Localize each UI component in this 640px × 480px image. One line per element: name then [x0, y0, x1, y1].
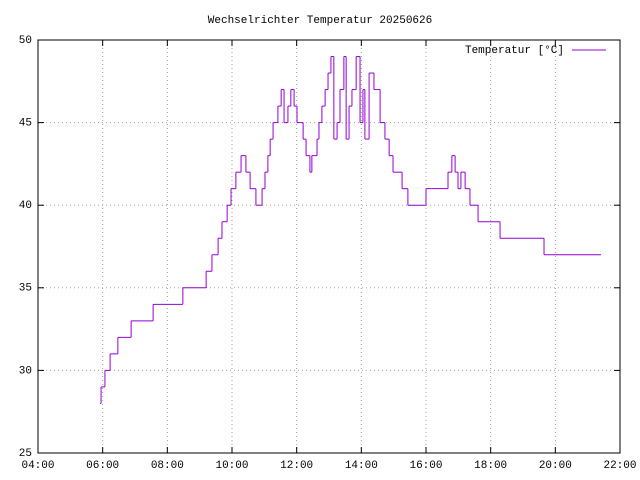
- x-tick-label: 06:00: [86, 460, 119, 472]
- legend-label: Temperatur [°C]: [465, 45, 564, 57]
- y-tick-label: 25: [19, 448, 32, 460]
- x-tick-label: 12:00: [280, 460, 313, 472]
- x-tick-label: 22:00: [603, 460, 636, 472]
- x-tick-label: 16:00: [409, 460, 442, 472]
- x-tick-label: 04:00: [21, 460, 54, 472]
- y-tick-label: 30: [19, 365, 32, 377]
- y-tick-label: 45: [19, 118, 32, 130]
- x-tick-label: 20:00: [539, 460, 572, 472]
- y-tick-label: 50: [19, 35, 32, 47]
- chart-title: Wechselrichter Temperatur 20250626: [208, 15, 432, 27]
- plot-border: [37, 39, 621, 454]
- x-tick-label: 14:00: [345, 460, 378, 472]
- x-tick-label: 10:00: [215, 460, 248, 472]
- x-tick-label: 18:00: [474, 460, 507, 472]
- y-tick-label: 40: [19, 200, 32, 212]
- x-tick-label: 08:00: [151, 460, 184, 472]
- y-tick-label: 35: [19, 283, 32, 295]
